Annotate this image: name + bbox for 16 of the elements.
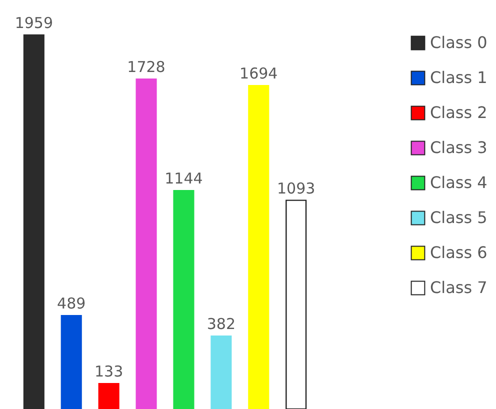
data-label: 489 [57,294,86,313]
data-label: 382 [206,315,236,334]
data-label: 1694 [240,64,278,83]
data-label: 1144 [164,170,203,188]
legend-label: Class 3 [430,138,488,157]
legend-label: Class 1 [430,68,488,87]
legend-label: Class 5 [430,208,488,227]
data-label: 1093 [276,179,316,198]
data-label: 133 [94,362,124,381]
legend-label: Class 7 [430,278,488,297]
legend-label: Class 0 [430,33,488,52]
legend-label: Class 4 [430,173,488,192]
legend-label: Class 2 [430,103,488,122]
legend-label: Class 6 [430,243,488,262]
data-label: 1728 [127,58,166,76]
data-label: 1959 [14,14,54,32]
